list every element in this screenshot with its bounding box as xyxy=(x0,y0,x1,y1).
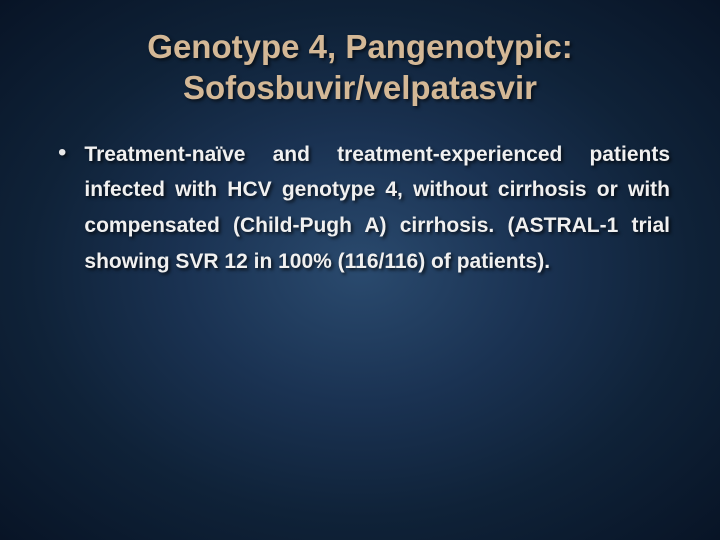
bullet-word: patients xyxy=(589,137,670,173)
bullet-rest: infected with HCV genotype 4, without ci… xyxy=(84,172,670,279)
bullet-text: Treatment-naïve and treatment-experience… xyxy=(84,137,670,280)
bullet-word: and xyxy=(273,137,310,173)
bullet-word: Treatment-naïve xyxy=(84,137,245,173)
slide-title: Genotype 4, Pangenotypic: Sofosbuvir/vel… xyxy=(50,20,670,109)
bullet-icon: • xyxy=(58,141,66,165)
slide: Genotype 4, Pangenotypic: Sofosbuvir/vel… xyxy=(0,0,720,540)
title-line-1: Genotype 4, Pangenotypic: xyxy=(147,28,572,65)
title-line-2: Sofosbuvir/velpatasvir xyxy=(183,69,537,106)
bullet-line-1: Treatment-naïve and treatment-experience… xyxy=(84,137,670,173)
slide-body: • Treatment-naïve and treatment-experien… xyxy=(50,137,670,280)
bullet-item: • Treatment-naïve and treatment-experien… xyxy=(58,137,670,280)
bullet-word: treatment-experienced xyxy=(337,137,562,173)
